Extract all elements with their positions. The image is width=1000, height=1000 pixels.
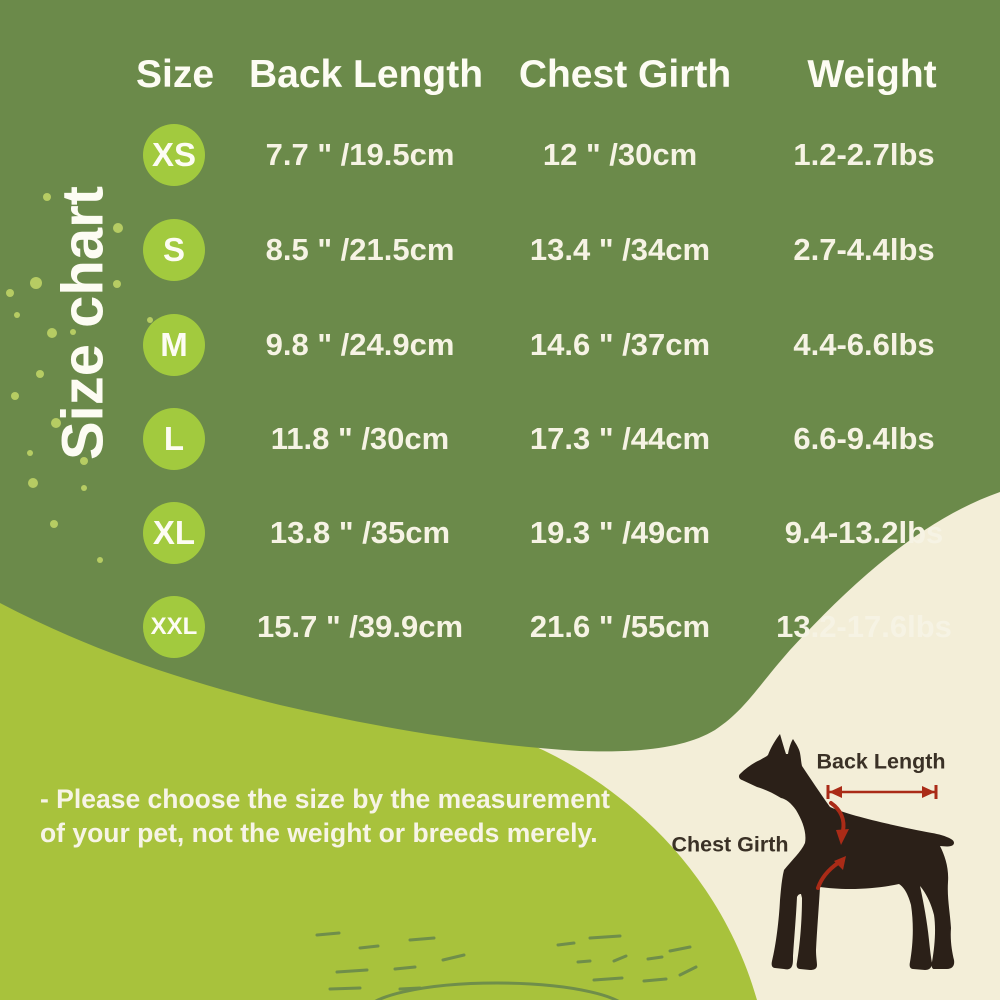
back-length-value: 8.5 " /21.5cm	[265, 232, 455, 267]
header-chest-girth: Chest Girth	[518, 53, 732, 96]
dark-green-panel	[0, 0, 1000, 752]
note-line-1: - Please choose the size by the measurem…	[40, 784, 610, 814]
chest-girth-label: Chest Girth	[671, 832, 789, 857]
header-size: Size	[135, 53, 215, 96]
header-weight: Weight	[807, 53, 937, 96]
dog-silhouette-icon	[738, 734, 955, 970]
chest-girth-arrow	[816, 801, 849, 890]
back-length-value: 15.7 " /39.9cm	[256, 609, 464, 644]
chest-girth-value: 14.6 " /37cm	[529, 327, 711, 362]
chest-girth-value: 17.3 " /44cm	[529, 421, 711, 456]
back-length-value: 7.7 " /19.5cm	[265, 137, 455, 172]
back-length-value: 13.8 " /35cm	[269, 515, 451, 550]
size-badge: XS	[143, 124, 205, 186]
weight-value: 4.4-6.6lbs	[793, 327, 935, 362]
size-badge: L	[143, 408, 205, 470]
chest-girth-value: 21.6 " /55cm	[529, 609, 711, 644]
size-advice-note: - Please choose the size by the measurem…	[40, 782, 610, 850]
back-length-value: 11.8 " /30cm	[270, 421, 450, 456]
size-badge: S	[143, 219, 205, 281]
weight-value: 9.4-13.2lbs	[784, 515, 944, 550]
size-badge: XXL	[143, 596, 205, 658]
weight-value: 2.7-4.4lbs	[793, 232, 935, 267]
chest-girth-value: 12 " /30cm	[542, 137, 698, 172]
note-line-2: of your pet, not the weight or breeds me…	[40, 818, 598, 848]
grass-dashes	[315, 931, 698, 991]
weight-value: 1.2-2.7lbs	[793, 137, 935, 172]
size-badge: XL	[143, 502, 205, 564]
weight-value: 6.6-9.4lbs	[793, 421, 935, 456]
chest-girth-value: 19.3 " /49cm	[529, 515, 711, 550]
size-badge: M	[143, 314, 205, 376]
chest-girth-value: 13.4 " /34cm	[529, 232, 711, 267]
lime-blob	[0, 600, 757, 1000]
back-length-label: Back Length	[816, 749, 946, 774]
pond-outline	[374, 981, 620, 1000]
back-length-value: 9.8 " /24.9cm	[265, 327, 455, 362]
header-back-length: Back Length	[248, 53, 484, 96]
weight-value: 13.2-17.6lbs	[776, 609, 952, 644]
back-length-arrow	[826, 785, 938, 799]
